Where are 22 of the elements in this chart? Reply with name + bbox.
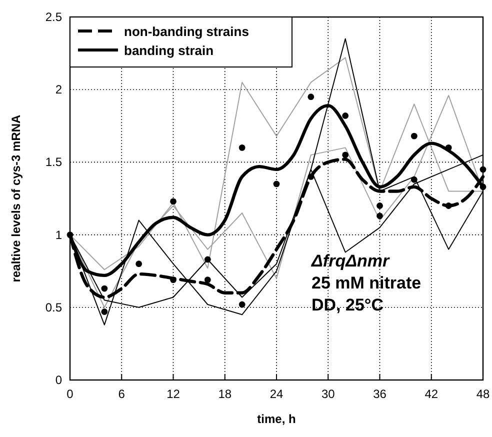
x-tick-label: 0 [66,387,74,401]
x-tick-label: 24 [270,387,284,401]
y-tick-label: 2 [55,82,62,97]
annotation: 25 mM nitrate [312,274,422,293]
y-tick-label: 0.5 [45,300,62,314]
y-axis-title: realtive levels of cys-3 mRNA [9,114,23,282]
x-axis-title: time, h [257,412,296,426]
y-tick-label: 2.5 [45,10,62,24]
y-tick-label: 1.5 [45,155,62,170]
x-tick-label: 12 [166,387,180,401]
x-tick-label: 36 [373,387,387,401]
x-tick-label: 18 [218,387,232,401]
y-tick-label: 1 [55,228,62,242]
legend-label: non-banding strains [124,24,249,39]
x-tick-label: 48 [476,387,490,401]
legend-label: banding strain [124,43,214,58]
x-tick-label: 6 [118,387,126,401]
x-tick-label: 30 [321,387,336,401]
x-tick-label: 42 [424,387,438,401]
annotation: DD, 25°C [312,296,384,315]
y-tick-label: 0 [55,373,62,387]
annotation: ΔfrqΔnmr [310,252,390,271]
